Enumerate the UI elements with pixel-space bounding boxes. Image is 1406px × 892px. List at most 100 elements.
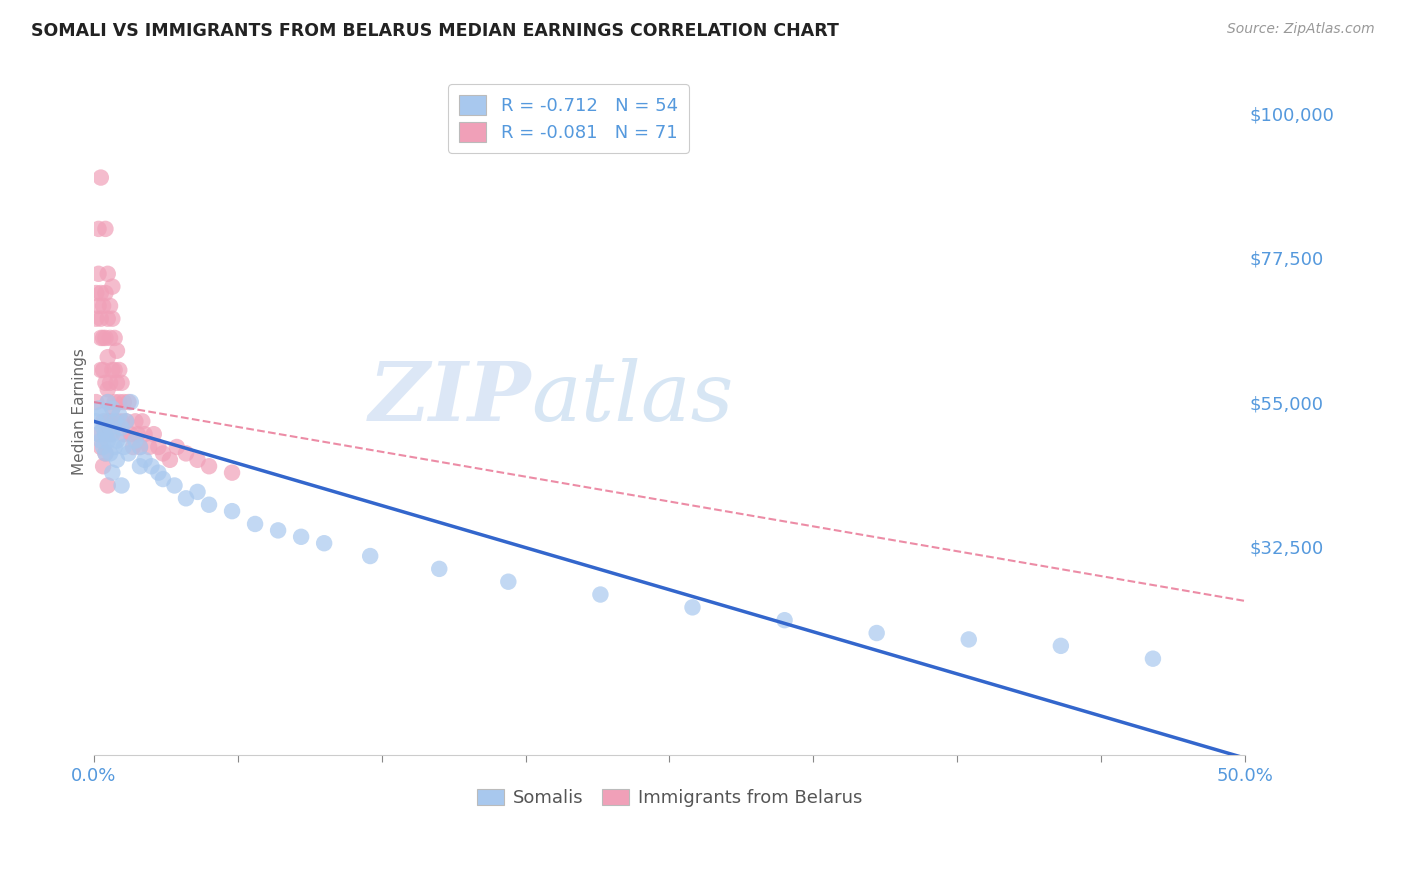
Point <box>221 466 243 480</box>
Point <box>105 434 128 448</box>
Point <box>166 440 188 454</box>
Point <box>87 427 110 442</box>
Point <box>91 363 114 377</box>
Point <box>108 395 131 409</box>
Point <box>104 440 127 454</box>
Point <box>267 524 290 538</box>
Point <box>115 414 138 428</box>
Point <box>110 421 132 435</box>
Point <box>98 427 121 442</box>
Point <box>87 299 110 313</box>
Point <box>117 446 139 460</box>
Point <box>110 376 132 390</box>
Point <box>105 452 128 467</box>
Point <box>91 440 114 454</box>
Point <box>98 446 121 460</box>
Point <box>91 331 114 345</box>
Point <box>104 395 127 409</box>
Point <box>186 452 208 467</box>
Point <box>110 478 132 492</box>
Point <box>105 414 128 428</box>
Point <box>97 350 120 364</box>
Point <box>94 427 117 442</box>
Point <box>152 446 174 460</box>
Point <box>120 395 142 409</box>
Point <box>101 311 124 326</box>
Point <box>131 414 153 428</box>
Point <box>87 401 110 416</box>
Point <box>124 434 146 448</box>
Point <box>98 421 121 435</box>
Point <box>94 331 117 345</box>
Point <box>141 459 163 474</box>
Point <box>104 331 127 345</box>
Point <box>91 414 114 428</box>
Point <box>112 440 135 454</box>
Point <box>427 562 450 576</box>
Point <box>589 588 612 602</box>
Point <box>90 363 112 377</box>
Point <box>127 427 149 442</box>
Point <box>101 401 124 416</box>
Point <box>94 222 117 236</box>
Text: SOMALI VS IMMIGRANTS FROM BELARUS MEDIAN EARNINGS CORRELATION CHART: SOMALI VS IMMIGRANTS FROM BELARUS MEDIAN… <box>31 22 839 40</box>
Point <box>112 427 135 442</box>
Point <box>90 311 112 326</box>
Point <box>84 311 107 326</box>
Point <box>105 376 128 390</box>
Point <box>97 478 120 492</box>
Text: atlas: atlas <box>531 358 734 438</box>
Point <box>148 440 170 454</box>
Point <box>84 286 107 301</box>
Point <box>134 452 156 467</box>
Point <box>97 395 120 409</box>
Point <box>87 267 110 281</box>
Point <box>87 427 110 442</box>
Point <box>94 427 117 442</box>
Point <box>110 414 132 428</box>
Point <box>290 530 312 544</box>
Point <box>866 626 889 640</box>
Point <box>174 491 197 506</box>
Point <box>129 440 152 454</box>
Point <box>90 286 112 301</box>
Point <box>94 286 117 301</box>
Point <box>120 427 142 442</box>
Point <box>90 434 112 448</box>
Point <box>138 440 160 454</box>
Point <box>84 414 107 428</box>
Point <box>97 395 120 409</box>
Point <box>163 478 186 492</box>
Point <box>148 466 170 480</box>
Point <box>94 446 117 460</box>
Point <box>104 363 127 377</box>
Point <box>773 613 796 627</box>
Point <box>94 446 117 460</box>
Point <box>101 401 124 416</box>
Point <box>97 414 120 428</box>
Point <box>198 459 221 474</box>
Point <box>186 484 208 499</box>
Point <box>243 516 266 531</box>
Point <box>87 222 110 236</box>
Y-axis label: Median Earnings: Median Earnings <box>72 348 87 475</box>
Point <box>117 395 139 409</box>
Point <box>124 414 146 428</box>
Legend: Somalis, Immigrants from Belarus: Somalis, Immigrants from Belarus <box>470 781 869 814</box>
Point <box>682 600 704 615</box>
Point <box>159 452 181 467</box>
Text: ZIP: ZIP <box>368 358 531 438</box>
Point <box>101 466 124 480</box>
Point <box>105 343 128 358</box>
Point <box>104 414 127 428</box>
Point <box>198 498 221 512</box>
Point <box>129 440 152 454</box>
Point <box>498 574 520 589</box>
Point <box>221 504 243 518</box>
Point <box>108 408 131 422</box>
Point <box>108 363 131 377</box>
Point <box>97 382 120 396</box>
Point <box>142 427 165 442</box>
Point <box>134 427 156 442</box>
Point <box>957 632 980 647</box>
